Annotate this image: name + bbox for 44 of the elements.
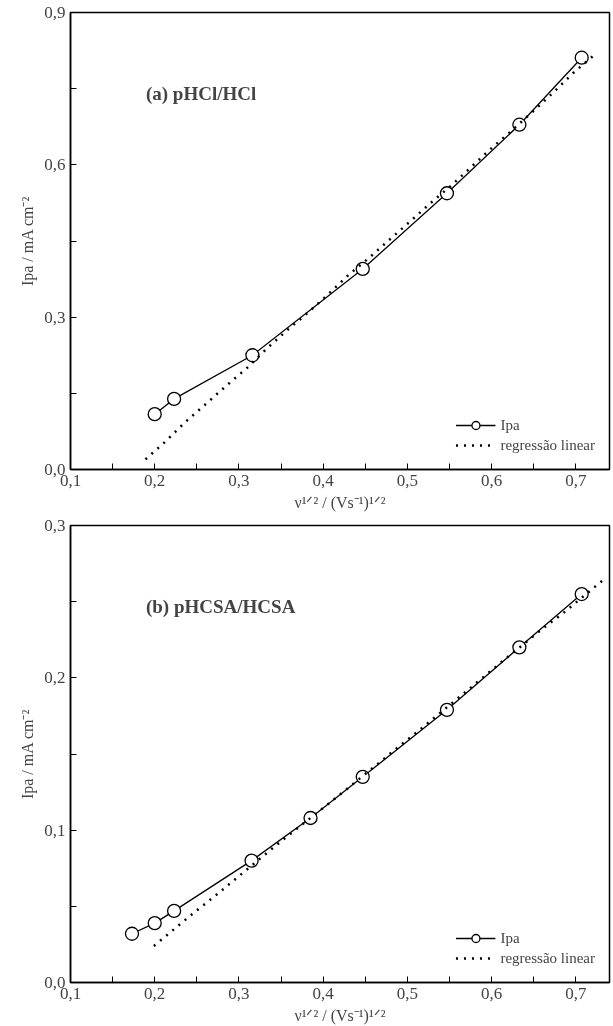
x-axis-title: ν¹ᐟ² / (Vs⁻¹)¹ᐟ² (294, 1006, 386, 1025)
point (439, 186, 455, 201)
x-tick-label: 0,4 (312, 470, 335, 490)
y-axis-title: Ipa / mA cm⁻² (19, 196, 38, 287)
point (166, 903, 182, 919)
point (512, 117, 527, 132)
y-tick-label: 0,1 (44, 820, 66, 840)
legend-label: regressão linear (500, 436, 595, 454)
point (147, 915, 162, 931)
point (124, 926, 140, 941)
y-tick-label: 0,2 (44, 668, 66, 688)
legend-label: regressão linear (500, 949, 595, 967)
x-tick-label: 0,7 (565, 470, 587, 490)
point (355, 261, 370, 277)
y-tick-label: 0,3 (44, 516, 66, 535)
point (244, 853, 259, 868)
x-tick-label: 0,2 (144, 983, 166, 1003)
annotation: (b) pHCSA/HCSA (145, 595, 296, 618)
y-tick-label: 0,6 (44, 155, 66, 175)
point (245, 348, 260, 363)
x-tick-label: 0,4 (312, 983, 335, 1003)
x-axis-title: ν¹ᐟ² / (Vs⁻¹)¹ᐟ² (294, 493, 386, 512)
x-tick-label: 0,2 (144, 470, 166, 490)
x-tick-label: 0,3 (228, 470, 250, 490)
point (574, 50, 589, 65)
legend-label: Ipa (500, 929, 521, 947)
x-tick-label: 0,6 (480, 983, 503, 1003)
x-tick-label: 0,5 (396, 470, 418, 490)
point (166, 391, 182, 407)
annotation: (a) pHCl/HCl (145, 82, 257, 105)
x-tick-label: 0,5 (396, 983, 418, 1003)
y-tick-label: 0,3 (44, 307, 66, 327)
point (439, 702, 455, 717)
x-tick-label: 0,3 (228, 983, 250, 1003)
x-tick-label: 0,6 (480, 470, 503, 490)
point (147, 407, 162, 422)
point (303, 810, 318, 826)
point (574, 586, 589, 602)
point (512, 640, 527, 655)
legend-label: Ipa (500, 416, 521, 434)
y-tick-label: 0,9 (44, 3, 66, 22)
x-tick-label: 0,7 (565, 983, 587, 1003)
point (355, 769, 370, 784)
y-axis-title: Ipa / mA cm⁻² (19, 709, 38, 800)
